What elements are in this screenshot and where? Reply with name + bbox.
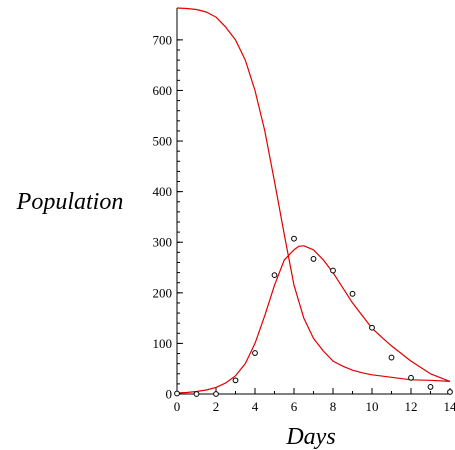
data-point — [271, 272, 278, 279]
data-point — [291, 235, 297, 242]
points-group — [174, 235, 453, 397]
x-tick-label: 14 — [444, 399, 455, 414]
y-axis-label: Population — [16, 189, 124, 215]
tick-labels: 0 2 4 6 8 10 12 14 0 100 200 300 400 500 600 700 — [153, 32, 455, 414]
data-point — [232, 377, 239, 384]
y-tick-label: 600 — [153, 83, 173, 98]
axes — [176, 8, 450, 395]
series-line-2 — [176, 245, 451, 394]
data-point — [369, 324, 375, 331]
data-point — [427, 384, 434, 390]
y-tick-label: 500 — [153, 134, 173, 149]
x-tick-label: 8 — [330, 399, 337, 414]
data-point — [252, 350, 258, 356]
y-tick-label: 200 — [153, 285, 173, 300]
y-tick-label: 700 — [153, 32, 173, 47]
x-axis-label: Days — [285, 424, 335, 450]
x-tick-label: 10 — [366, 399, 379, 414]
data-point — [330, 267, 336, 274]
y-tick-label: 100 — [153, 336, 173, 351]
data-point — [213, 391, 219, 397]
x-tick-label: 2 — [213, 399, 220, 414]
x-tick-label: 4 — [252, 399, 259, 414]
y-tick-label: 0 — [166, 387, 173, 402]
x-tick-label: 6 — [291, 399, 298, 414]
x-tick-label: 12 — [405, 399, 418, 414]
series-group — [176, 7, 451, 394]
data-point — [447, 389, 453, 395]
y-tick-label: 400 — [153, 184, 173, 199]
data-point — [174, 390, 180, 397]
series-line-1 — [176, 7, 451, 382]
data-point — [388, 354, 395, 361]
tick-marks — [176, 39, 451, 395]
data-point — [349, 290, 356, 297]
data-point — [310, 256, 317, 262]
x-tick-label: 0 — [174, 399, 181, 414]
y-tick-label: 300 — [153, 235, 173, 250]
data-point — [193, 391, 200, 397]
data-point — [408, 374, 414, 381]
